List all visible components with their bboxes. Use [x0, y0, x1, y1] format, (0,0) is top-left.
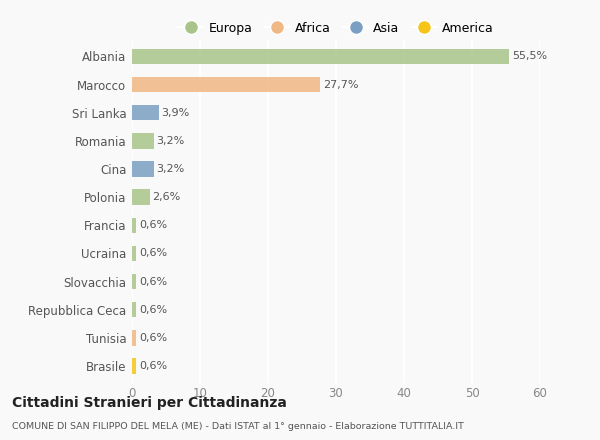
Bar: [132, 302, 136, 317]
Text: 0,6%: 0,6%: [139, 333, 167, 343]
Text: 3,2%: 3,2%: [157, 136, 185, 146]
Text: 0,6%: 0,6%: [139, 276, 167, 286]
Text: 3,2%: 3,2%: [157, 164, 185, 174]
Text: 0,6%: 0,6%: [139, 249, 167, 258]
Text: 55,5%: 55,5%: [512, 51, 547, 62]
Bar: [132, 105, 158, 121]
Bar: [132, 161, 154, 177]
Text: 27,7%: 27,7%: [323, 80, 359, 90]
Bar: [132, 217, 136, 233]
Text: 0,6%: 0,6%: [139, 220, 167, 230]
Text: 3,9%: 3,9%: [161, 108, 190, 118]
Bar: [132, 358, 136, 374]
Bar: [132, 246, 136, 261]
Text: 2,6%: 2,6%: [152, 192, 181, 202]
Bar: [132, 49, 509, 64]
Text: Cittadini Stranieri per Cittadinanza: Cittadini Stranieri per Cittadinanza: [12, 396, 287, 410]
Text: COMUNE DI SAN FILIPPO DEL MELA (ME) - Dati ISTAT al 1° gennaio - Elaborazione TU: COMUNE DI SAN FILIPPO DEL MELA (ME) - Da…: [12, 422, 464, 431]
Bar: [132, 133, 154, 149]
Bar: [132, 77, 320, 92]
Text: 0,6%: 0,6%: [139, 304, 167, 315]
Bar: [132, 274, 136, 289]
Legend: Europa, Africa, Asia, America: Europa, Africa, Asia, America: [173, 17, 499, 40]
Bar: [132, 189, 149, 205]
Text: 0,6%: 0,6%: [139, 361, 167, 371]
Bar: [132, 330, 136, 345]
